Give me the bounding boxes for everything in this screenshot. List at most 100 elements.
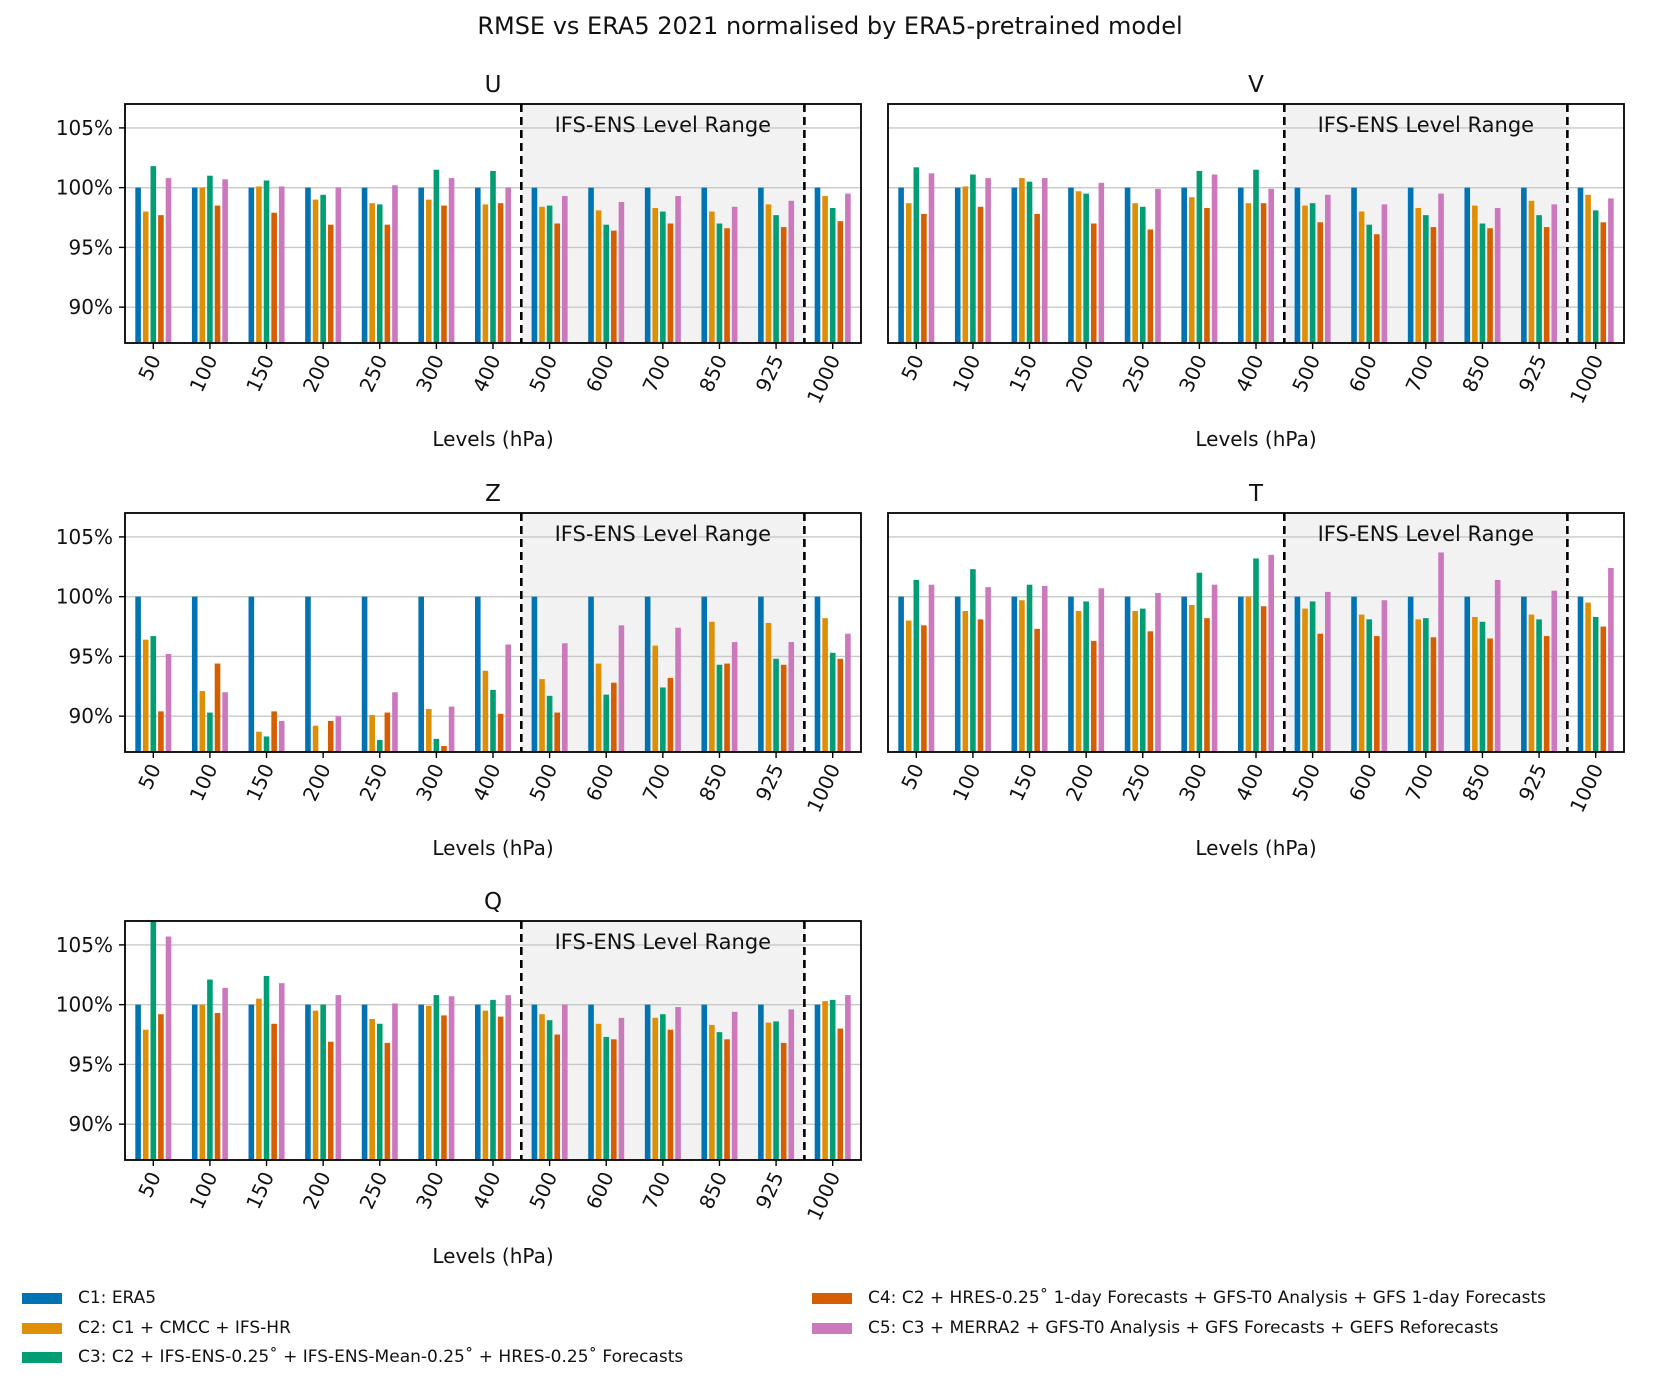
bar [1034,628,1040,752]
bar [505,995,511,1160]
bar [660,211,666,343]
x-tick-label: 700 [637,1168,675,1213]
bar [482,1010,489,1160]
bar [1423,618,1429,752]
x-tick-label: 200 [1061,351,1099,396]
legend-swatch [812,1322,852,1334]
panel-t: IFS-ENS Level Range T 50 100 150 200 250 300 400… [887,481,1625,860]
bar [1472,205,1478,343]
bar [1204,207,1210,343]
bar [142,639,149,752]
x-tick-label: 600 [1344,760,1382,805]
bar [913,579,920,752]
bar [135,596,141,752]
bar [214,1013,221,1160]
x-tick-label: 100 [185,351,223,396]
bar [531,596,538,752]
bar [320,1004,326,1160]
bar [392,692,398,752]
x-tick-label: 200 [1061,760,1099,805]
bar [1366,619,1373,752]
bar [497,713,504,752]
bar [660,687,666,752]
bar [1536,215,1542,343]
bar [1238,596,1244,752]
bar [1294,187,1301,343]
panel-title: U [485,72,502,98]
bar [1528,200,1535,343]
x-tick-label: 150 [241,1168,279,1213]
bar [652,645,659,752]
bar [667,223,674,343]
bar [490,170,496,343]
bar [158,1014,164,1160]
y-tick-label: 105% [56,933,113,957]
x-tick-label: 850 [694,351,732,396]
bar [335,187,342,343]
panel-v: IFS-ENS Level Range V 50 100 150 200 250 300 400… [887,72,1625,451]
x-tick-label: 700 [637,760,675,805]
bar [1415,619,1422,752]
x-tick-label: 150 [241,760,279,805]
ifs-ens-label: IFS-ENS Level Range [555,930,771,954]
bar [675,627,681,752]
bar [716,223,723,343]
bar [1181,596,1187,752]
bar [652,1017,659,1160]
bar [165,178,172,343]
bar [263,736,270,752]
bar [588,187,594,343]
bar [603,224,610,343]
bar [618,201,625,343]
bar [327,720,334,752]
x-tick-label: 1000 [1565,351,1608,407]
bar [905,203,912,343]
bar [554,223,561,343]
x-axis-label: Levels (hPa) [1195,427,1316,451]
figure-title: RMSE vs ERA5 2021 normalised by ERA5-pre… [477,12,1182,40]
bar [505,187,511,343]
x-tick-label: 150 [1004,351,1042,396]
bar [418,187,424,343]
legend-swatch [22,1322,62,1334]
bar [1407,596,1414,752]
legend-item: C5: C3 + MERRA2 + GFS-T0 Analysis + GFS … [812,1318,1499,1338]
bar [1479,223,1486,343]
bar [701,1004,708,1160]
legend-item: C3: C2 + IFS-ENS-0.25˚ + IFS-ENS-Mean-0.… [22,1347,683,1367]
bar [1260,203,1267,343]
bar [1041,178,1048,343]
bar [724,228,730,343]
bar [928,584,935,752]
bar [448,706,455,752]
bar [546,1020,553,1160]
bar [829,652,836,752]
bar [562,643,568,752]
bar [248,187,255,343]
bar [701,187,708,343]
x-tick-label: 250 [1117,351,1155,396]
bar [731,206,738,343]
bar [1260,606,1267,752]
y-tick-label: 105% [56,525,113,549]
bar [1543,227,1550,343]
bar [1592,616,1599,752]
bar [595,210,602,343]
x-tick-label: 600 [581,760,619,805]
bar [1211,584,1218,752]
bar [1600,222,1607,343]
legend-label: C3: C2 + IFS-ENS-0.25˚ + IFS-ENS-Mean-0.… [78,1347,684,1367]
bar [1090,640,1097,752]
bar [709,211,715,343]
bar [369,714,375,752]
bar [780,664,787,752]
bars [898,167,1614,343]
bar [433,738,440,752]
bar [1423,215,1429,343]
bar [1139,608,1146,752]
bar [1034,213,1040,343]
bar [425,1005,432,1160]
bar [207,979,213,1160]
bar [773,1021,779,1160]
bar [716,664,723,752]
